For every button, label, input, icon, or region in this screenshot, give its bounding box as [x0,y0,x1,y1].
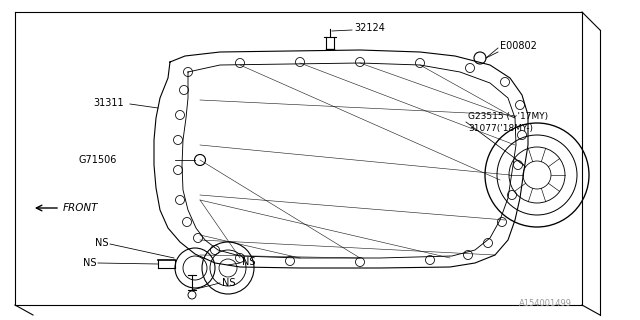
Text: NS: NS [242,257,255,267]
Text: 31311: 31311 [93,98,124,108]
Text: A154001499: A154001499 [519,299,572,308]
Text: FRONT: FRONT [63,203,99,213]
Text: G71506: G71506 [78,155,116,165]
Text: NS: NS [83,258,96,268]
Text: G23515 (~'17MY): G23515 (~'17MY) [468,111,548,121]
Text: E00802: E00802 [500,41,537,51]
Text: 32124: 32124 [354,23,385,33]
Text: 31077('18MY-): 31077('18MY-) [468,124,533,132]
Text: NS: NS [222,278,236,288]
Text: NS: NS [95,238,108,248]
